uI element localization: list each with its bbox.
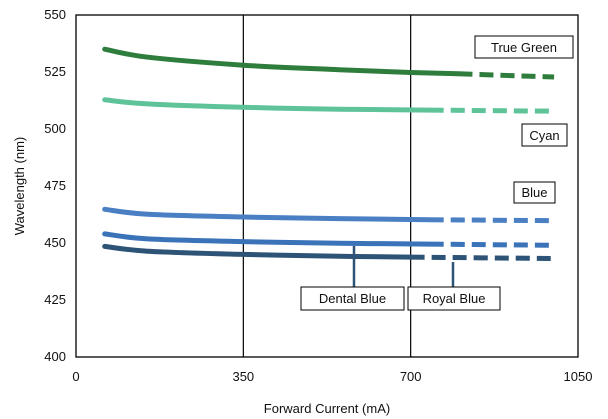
y-tick-label: 550: [44, 7, 66, 22]
plot-frame: [75, 14, 579, 358]
series-group: [102, 46, 555, 261]
y-tick-label: 400: [44, 349, 66, 364]
series-dashed-royal-blue: [429, 241, 555, 248]
svg-text:True Green: True Green: [491, 40, 557, 55]
series-line-dental-blue: [102, 243, 414, 260]
y-tick-label: 475: [44, 178, 66, 193]
series-line-cyan: [102, 97, 433, 113]
svg-text:Cyan: Cyan: [529, 128, 559, 143]
label-dental-blue: Dental Blue: [300, 286, 405, 311]
svg-text:Royal Blue: Royal Blue: [423, 291, 486, 306]
x-axis-title: Forward Current (mA): [264, 401, 390, 416]
label-royal-blue: Royal Blue: [407, 286, 501, 311]
svg-text:Blue: Blue: [521, 185, 547, 200]
tick-labels: 0 350 700 1050 400 425 450 475 500 525 550: [44, 7, 592, 384]
series-dashed-true-green: [458, 71, 555, 80]
x-tick-label: 350: [232, 369, 254, 384]
series-line-royal-blue: [102, 231, 433, 247]
y-axis-title: Wavelength (nm): [12, 137, 27, 236]
x-tick-label: 700: [400, 369, 422, 384]
series-line-true-green: [102, 46, 461, 77]
series-dashed-dental-blue: [410, 254, 555, 261]
series-line-blue: [102, 206, 433, 223]
label-cyan: Cyan: [521, 123, 568, 147]
y-tick-label: 525: [44, 64, 66, 79]
y-tick-label: 425: [44, 292, 66, 307]
y-tick-label: 500: [44, 121, 66, 136]
svg-text:Dental Blue: Dental Blue: [319, 291, 386, 306]
y-tick-label: 450: [44, 235, 66, 250]
series-dashed-blue: [429, 217, 555, 224]
x-tick-label: 0: [72, 369, 79, 384]
x-tick-label: 1050: [564, 369, 593, 384]
series-dashed-cyan: [429, 107, 555, 114]
label-blue: Blue: [513, 181, 556, 204]
label-true-green: True Green: [474, 35, 574, 59]
